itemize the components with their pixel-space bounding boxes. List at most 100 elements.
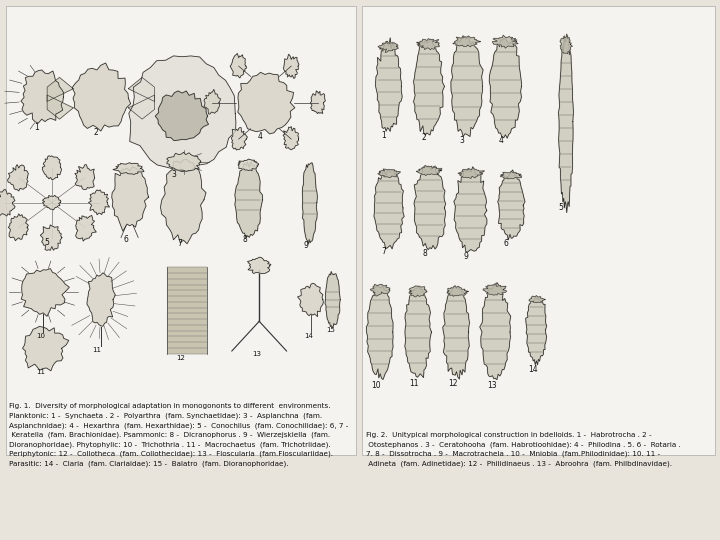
Polygon shape bbox=[500, 171, 522, 179]
Text: 12: 12 bbox=[448, 379, 457, 388]
Polygon shape bbox=[72, 63, 131, 131]
Polygon shape bbox=[161, 159, 206, 244]
Polygon shape bbox=[416, 166, 442, 176]
Polygon shape bbox=[0, 190, 15, 216]
Text: 14: 14 bbox=[304, 333, 312, 339]
Text: 3: 3 bbox=[171, 170, 176, 179]
Polygon shape bbox=[47, 77, 73, 102]
Polygon shape bbox=[405, 286, 431, 377]
Polygon shape bbox=[526, 298, 546, 365]
Polygon shape bbox=[40, 225, 62, 251]
Text: 13: 13 bbox=[252, 352, 261, 357]
Polygon shape bbox=[378, 169, 400, 178]
Polygon shape bbox=[559, 34, 573, 213]
Polygon shape bbox=[232, 127, 248, 150]
Text: 5: 5 bbox=[45, 238, 50, 247]
Polygon shape bbox=[42, 156, 61, 180]
Text: Adineta  (fam. Adinetidae): 12 -  Philidinaeus . 13 -  Abroohra  (fam. Philbdina: Adineta (fam. Adinetidae): 12 - Philidin… bbox=[366, 460, 672, 467]
Text: Fig. 2.  Unitypical morphological construction in bdelloids. 1 -  Habrotrocha . : Fig. 2. Unitypical morphological constru… bbox=[366, 431, 652, 437]
Text: 2: 2 bbox=[94, 128, 99, 137]
Text: 11: 11 bbox=[36, 369, 45, 375]
Text: 7: 7 bbox=[177, 239, 182, 248]
Polygon shape bbox=[483, 284, 506, 295]
Text: 6: 6 bbox=[504, 239, 509, 248]
Text: Dioranophoridae). Phytophylic: 10 -  Trichothria . 11 -  Macrochaetus  (fam. Tri: Dioranophoridae). Phytophylic: 10 - Tric… bbox=[9, 441, 330, 448]
Text: 11: 11 bbox=[92, 347, 101, 353]
Polygon shape bbox=[113, 163, 144, 174]
Polygon shape bbox=[560, 36, 572, 53]
Polygon shape bbox=[490, 39, 521, 138]
Polygon shape bbox=[371, 285, 390, 296]
Text: Planktonic: 1 -  Synchaeta . 2 -  Polyarthra  (fam. Synchaetidae): 3 -  Asplanch: Planktonic: 1 - Synchaeta . 2 - Polyarth… bbox=[9, 413, 322, 419]
Polygon shape bbox=[451, 36, 483, 137]
Text: 3: 3 bbox=[459, 136, 464, 145]
Text: Keratella  (fam. Brachionidae). Psammonic: 8 -  Dicranophorus . 9 -  Wierzejskie: Keratella (fam. Brachionidae). Psammonic… bbox=[9, 431, 330, 438]
Polygon shape bbox=[417, 39, 439, 50]
Polygon shape bbox=[76, 215, 96, 241]
Text: 8: 8 bbox=[243, 235, 248, 244]
Polygon shape bbox=[376, 38, 402, 131]
Text: Parasitic: 14 -  Claria  (fam. Clariaidae): 15 -  Balatro  (fam. Dioranophoridae: Parasitic: 14 - Claria (fam. Clariaidae)… bbox=[9, 460, 288, 467]
Polygon shape bbox=[283, 126, 299, 150]
Polygon shape bbox=[42, 195, 60, 210]
Text: 2: 2 bbox=[421, 133, 426, 143]
Text: 13: 13 bbox=[487, 381, 496, 390]
Text: 1: 1 bbox=[382, 131, 387, 140]
Polygon shape bbox=[22, 268, 69, 316]
Polygon shape bbox=[366, 286, 393, 380]
Polygon shape bbox=[8, 165, 28, 191]
Polygon shape bbox=[238, 72, 295, 134]
Text: 9: 9 bbox=[304, 241, 309, 251]
Polygon shape bbox=[128, 95, 155, 119]
Polygon shape bbox=[22, 326, 68, 371]
Polygon shape bbox=[480, 282, 510, 380]
Polygon shape bbox=[129, 56, 236, 172]
Text: Asplanchnidae): 4 -  Hexarthra  (fam. Hexarthidae): 5 -  Conochilus  (fam. Conoc: Asplanchnidae): 4 - Hexarthra (fam. Hexa… bbox=[9, 422, 348, 429]
Bar bbox=[167, 267, 207, 354]
Polygon shape bbox=[75, 165, 94, 190]
Text: 6: 6 bbox=[124, 235, 129, 244]
Polygon shape bbox=[297, 284, 323, 316]
Polygon shape bbox=[284, 54, 299, 78]
Text: 1: 1 bbox=[35, 123, 40, 132]
Text: 12: 12 bbox=[176, 355, 185, 361]
Polygon shape bbox=[248, 257, 271, 273]
Text: 7. 8 -  Dissotrocha . 9 -  Macrotrachela . 10 -  Mniobia  (fam.Philodinidae): 10: 7. 8 - Dissotrocha . 9 - Macrotrachela .… bbox=[366, 450, 660, 457]
Polygon shape bbox=[310, 91, 325, 113]
Polygon shape bbox=[409, 286, 427, 297]
Polygon shape bbox=[447, 286, 468, 296]
Polygon shape bbox=[9, 214, 28, 241]
Polygon shape bbox=[529, 295, 545, 303]
Polygon shape bbox=[325, 272, 341, 327]
Polygon shape bbox=[454, 167, 487, 252]
Polygon shape bbox=[156, 91, 209, 140]
Polygon shape bbox=[89, 190, 109, 215]
Text: 8: 8 bbox=[423, 249, 428, 259]
Polygon shape bbox=[235, 162, 263, 238]
Polygon shape bbox=[112, 167, 148, 231]
Polygon shape bbox=[458, 168, 485, 179]
Polygon shape bbox=[302, 163, 318, 244]
Bar bbox=[362, 6, 715, 455]
Polygon shape bbox=[492, 35, 518, 48]
Text: 10: 10 bbox=[36, 333, 45, 339]
Text: 10: 10 bbox=[372, 381, 381, 390]
Polygon shape bbox=[413, 39, 444, 135]
Polygon shape bbox=[47, 95, 73, 119]
Polygon shape bbox=[378, 43, 398, 52]
Polygon shape bbox=[167, 152, 201, 172]
Polygon shape bbox=[128, 77, 155, 102]
Text: 15: 15 bbox=[326, 327, 335, 333]
Text: Periphytonic: 12 -  Collotheca  (fam. Collothecidae): 13 -  Floscularia  (fam.Fl: Periphytonic: 12 - Collotheca (fam. Coll… bbox=[9, 450, 333, 457]
Polygon shape bbox=[238, 159, 258, 171]
Text: 7: 7 bbox=[382, 247, 387, 256]
Text: 5: 5 bbox=[559, 202, 564, 212]
Polygon shape bbox=[204, 89, 220, 114]
Bar bbox=[6, 6, 356, 455]
Text: 11: 11 bbox=[409, 379, 418, 388]
Polygon shape bbox=[230, 53, 246, 78]
Polygon shape bbox=[498, 170, 525, 240]
Text: 14: 14 bbox=[528, 364, 537, 374]
Text: Fig. 1.  Diversity of morphological adaptation in monogononts to different  envi: Fig. 1. Diversity of morphological adapt… bbox=[9, 403, 330, 409]
Polygon shape bbox=[443, 286, 469, 379]
